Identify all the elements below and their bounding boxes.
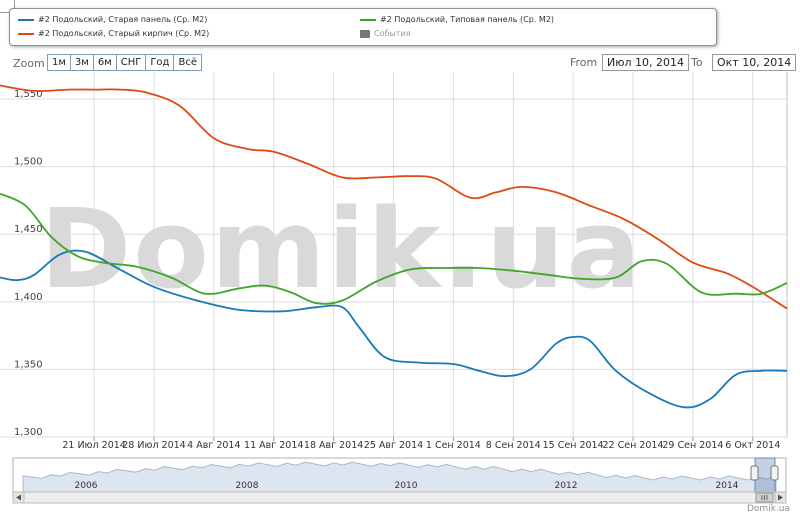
zoom-1m-button[interactable]: 1м: [47, 54, 71, 71]
legend-item-typical-panel[interactable]: #2 Подольский, Типовая панель (Ср. M2): [360, 15, 554, 24]
x-tick-label: 11 Авг 2014: [244, 440, 303, 451]
from-label: From: [570, 56, 598, 69]
y-tick-label: 1,300: [14, 427, 43, 438]
events-flag-icon: [360, 29, 370, 38]
navigator-year-label: 2006: [75, 481, 98, 491]
x-tick-label: 28 Июл 2014: [122, 440, 185, 451]
navigator-left-handle[interactable]: [750, 465, 759, 481]
navigator: 2006 2008 2010 2012 2014: [12, 457, 787, 504]
to-date-input[interactable]: Окт 10, 2014: [712, 54, 797, 71]
x-tick-label: 4 Авг 2014: [187, 440, 240, 451]
y-axis: 1,300 1,350 1,400 1,450 1,500 1,550: [14, 89, 43, 438]
zoom-button-group: 1м 3м 6м СНГ Год Всё: [47, 54, 202, 71]
legend-label: #2 Подольский, Типовая панель (Ср. M2): [380, 15, 555, 24]
y-tick-label: 1,350: [14, 359, 43, 370]
from-date-input[interactable]: Июл 10, 2014: [602, 54, 689, 71]
legend-line-icon: [18, 32, 34, 35]
navigator-year-label: 2012: [555, 481, 578, 491]
credit-link[interactable]: Domik.ua: [747, 504, 790, 514]
navigator-series-area: [22, 461, 777, 494]
y-tick-label: 1,500: [14, 157, 43, 168]
y-tick-label: 1,450: [14, 224, 43, 235]
x-tick-label: 18 Авг 2014: [304, 440, 363, 451]
corner-decoration: [0, 0, 15, 13]
legend: #2 Подольский, Старая панель (Ср. M2) #2…: [9, 8, 717, 46]
legend-line-icon: [18, 18, 34, 21]
navigator-year-label: 2010: [395, 481, 418, 491]
scroll-left-arrow-icon: [16, 494, 21, 501]
legend-line-icon: [360, 18, 376, 21]
y-tick-label: 1,550: [14, 89, 43, 100]
x-tick-label: 8 Сен 2014: [486, 440, 541, 451]
legend-item-events[interactable]: События: [360, 29, 410, 38]
x-tick-label: 1 Сен 2014: [426, 440, 481, 451]
series-line-old-brick: [0, 84, 788, 310]
legend-item-old-panel[interactable]: #2 Подольский, Старая панель (Ср. M2): [18, 15, 207, 24]
x-tick-label: 22 Сен 2014: [603, 440, 664, 451]
series-lines: [0, 84, 788, 409]
to-label: To: [691, 56, 703, 69]
x-tick-label: 21 Июл 2014: [62, 440, 125, 451]
x-tick-label: 29 Сен 2014: [662, 440, 723, 451]
x-tick-label: 15 Сен 2014: [543, 440, 604, 451]
legend-label: #2 Подольский, Старый кирпич (Ср. M2): [38, 29, 210, 38]
navigator-year-label: 2014: [716, 481, 739, 491]
x-tick-label: 6 Окт 2014: [725, 440, 780, 451]
y-tick-label: 1,400: [14, 292, 43, 303]
navigator-year-label: 2008: [236, 481, 259, 491]
legend-item-old-brick[interactable]: #2 Подольский, Старый кирпич (Ср. M2): [18, 29, 209, 38]
legend-label: События: [374, 29, 411, 38]
scrollbar-track[interactable]: [12, 491, 787, 504]
grid-lines: [0, 72, 788, 438]
series-line-typical-panel: [0, 192, 788, 305]
watermark: Domik.ua: [40, 185, 643, 313]
zoom-all-button[interactable]: Всё: [173, 54, 202, 71]
scroll-right-arrow-icon: [778, 494, 783, 501]
legend-label: #2 Подольский, Старая панель (Ср. M2): [38, 15, 208, 24]
zoom-label: Zoom: [13, 57, 45, 70]
navigator-right-handle[interactable]: [770, 465, 779, 481]
x-tick-label: 25 Авг 2014: [364, 440, 423, 451]
